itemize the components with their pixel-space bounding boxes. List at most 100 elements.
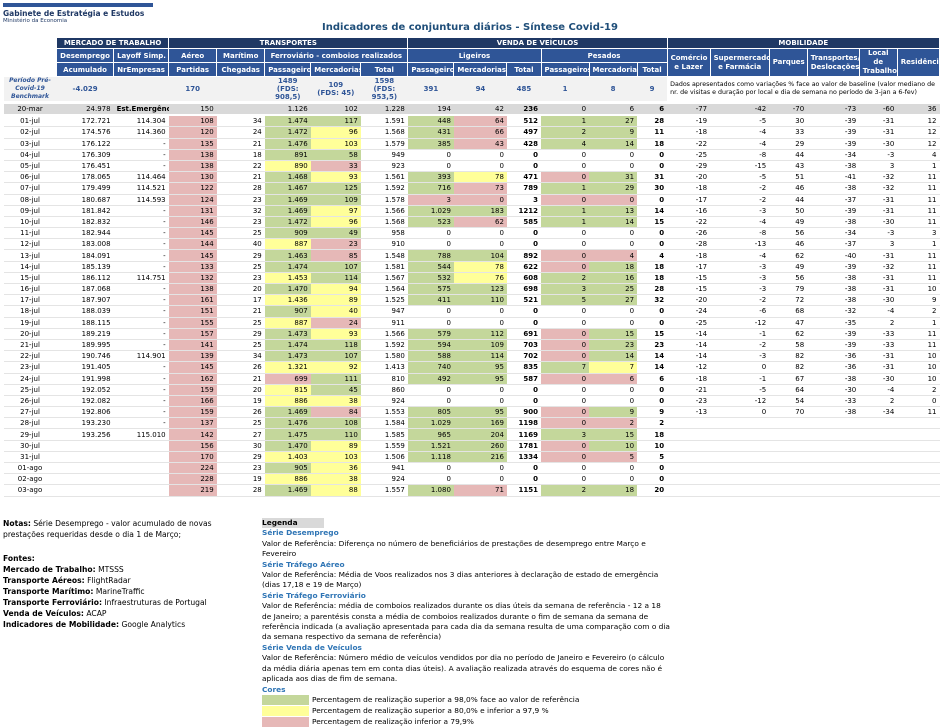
column-header: Mercadorias bbox=[588, 62, 638, 77]
value-cell: 28 bbox=[637, 115, 668, 128]
value-cell: 145 bbox=[168, 361, 217, 374]
value-cell: -3 bbox=[859, 227, 898, 240]
value-cell: -3 bbox=[710, 283, 770, 296]
value-cell: 5 bbox=[589, 451, 638, 464]
value-cell: -20 bbox=[667, 294, 711, 307]
value-cell: 2 bbox=[859, 395, 898, 408]
value-cell: 2 bbox=[637, 417, 668, 430]
logo: Gabinete de Estratégia e Estudos Ministé… bbox=[3, 3, 153, 24]
data-row: 02-jul 174.576 114.360 120 24 1.472 96 1.568 431… bbox=[3, 126, 940, 139]
value-cell: -8 bbox=[710, 149, 770, 161]
value-cell: -31 bbox=[859, 126, 898, 139]
value-cell: 66 bbox=[453, 126, 507, 139]
value-cell: 85 bbox=[310, 249, 361, 262]
data-row: 16-jul 187.068-138 20 1.470 94 1.564 575 123 698… bbox=[3, 283, 940, 296]
value-cell: 1.126 bbox=[264, 102, 311, 117]
value-cell: 1.413 bbox=[360, 361, 408, 374]
legend-color-item: Percentagem de realização inferior a 79,… bbox=[262, 717, 672, 728]
value-cell: 114.464 bbox=[113, 171, 169, 184]
value-cell: 7 bbox=[541, 361, 590, 374]
value-cell: 118 bbox=[310, 339, 361, 352]
value-cell: 1.469 bbox=[264, 484, 311, 497]
value-cell: -32 bbox=[807, 305, 860, 318]
value-cell: 144 bbox=[168, 238, 217, 251]
value-cell: -28 bbox=[667, 238, 711, 251]
value-cell: 521 bbox=[506, 294, 541, 307]
legend-section-title: Série Tráfego Ferroviário bbox=[262, 590, 366, 600]
value-cell: 15 bbox=[589, 428, 638, 441]
value-cell: 159 bbox=[168, 406, 217, 419]
date-cell: 01-jul bbox=[3, 115, 57, 128]
value-cell: -4.029 bbox=[56, 76, 114, 104]
value-cell: 0 bbox=[541, 339, 590, 352]
value-cell: 114.751 bbox=[113, 272, 169, 285]
value-cell: 1598 (FDS: 953,5) bbox=[360, 76, 408, 104]
value-cell: 0 bbox=[453, 473, 507, 486]
value-cell: 0 bbox=[541, 451, 590, 464]
source: Transporte Ferroviário: Infraestruturas … bbox=[3, 597, 253, 608]
value-cell: 860 bbox=[360, 384, 408, 396]
value-cell: 9 bbox=[589, 406, 638, 419]
value-cell: 180.687 bbox=[56, 194, 114, 206]
value-cell: 2 bbox=[541, 126, 590, 139]
value-cell: -12 bbox=[667, 361, 711, 374]
column-header: Total bbox=[360, 62, 409, 77]
value-cell: 2 bbox=[897, 384, 940, 396]
color-text: Percentagem de realização superior a 98,… bbox=[312, 695, 580, 705]
value-cell: 907 bbox=[264, 305, 311, 318]
date-cell: 28-jul bbox=[3, 417, 57, 430]
legend: Legenda Série Desemprego Valor de Referênc… bbox=[262, 518, 672, 728]
value-cell: 835 bbox=[506, 361, 541, 374]
value-cell: -18 bbox=[667, 182, 711, 195]
value-cell: 12 bbox=[897, 126, 940, 139]
value-cell: 3 bbox=[897, 227, 940, 240]
value-cell: 138 bbox=[168, 160, 217, 173]
value-cell: -30 bbox=[859, 216, 898, 229]
value-cell: 3 bbox=[407, 194, 454, 206]
value-cell: 0 bbox=[637, 149, 668, 161]
value-cell: 544 bbox=[407, 261, 454, 273]
value-cell: 385 bbox=[407, 138, 454, 150]
value-cell: 21 bbox=[216, 138, 265, 150]
legend-section-title: Série Venda de Veículos bbox=[262, 642, 362, 652]
data-row: 25-jul 192.052-159 20 815 45 860 0 0 0 0 0 0 -21 -5 64… bbox=[3, 384, 940, 396]
empty-cell bbox=[710, 451, 770, 464]
value-cell: 890 bbox=[264, 160, 311, 173]
value-cell: 176.451 bbox=[56, 160, 114, 173]
value-cell: 93 bbox=[310, 328, 361, 340]
value-cell: 8 bbox=[589, 76, 638, 104]
value-cell: 28 bbox=[216, 484, 265, 497]
value-cell: 150 bbox=[168, 102, 217, 117]
value-cell: 155 bbox=[168, 317, 217, 329]
value-cell: -31 bbox=[859, 272, 898, 285]
value-cell: 47 bbox=[769, 317, 808, 329]
value-cell: - bbox=[113, 149, 169, 161]
value-cell: 585 bbox=[506, 216, 541, 229]
value-cell: 1781 bbox=[506, 440, 541, 452]
value-cell: -13 bbox=[667, 406, 711, 419]
data-row: 21-jul 189.995-141 25 1.474 118 1.592 594 109 70… bbox=[3, 339, 940, 352]
empty-cell bbox=[807, 484, 860, 497]
value-cell: 1.474 bbox=[264, 261, 311, 273]
date-cell: 24-jul bbox=[3, 373, 57, 385]
mobility-header: Transportes/ Deslocações bbox=[806, 48, 860, 77]
value-cell: 1.578 bbox=[360, 194, 408, 206]
value-cell: -38 bbox=[807, 373, 860, 385]
value-cell: 110 bbox=[310, 428, 361, 441]
empty-cell bbox=[859, 462, 898, 475]
value-cell: 137 bbox=[168, 417, 217, 430]
value-cell: 0 bbox=[453, 238, 507, 251]
value-cell: 14 bbox=[637, 205, 668, 217]
value-cell: 0 bbox=[541, 305, 590, 318]
value-cell: 1.321 bbox=[264, 361, 311, 374]
value-cell: - bbox=[113, 283, 169, 296]
value-cell: 24.978 bbox=[56, 102, 114, 117]
value-cell: 21 bbox=[216, 171, 265, 184]
value-cell: 0 bbox=[637, 384, 668, 396]
value-cell: 0 bbox=[541, 440, 590, 452]
table-head: MERCADO DE TRABALHO TRANSPORTES VENDA DE… bbox=[2, 37, 941, 77]
value-cell: -14 bbox=[667, 339, 711, 352]
value-cell: 622 bbox=[506, 261, 541, 273]
data-row: 05-jul 176.451-138 22 890 33 923 0 0 0 0 0 0 -29 -15 4… bbox=[3, 160, 940, 173]
value-cell: 192.082 bbox=[56, 395, 114, 408]
